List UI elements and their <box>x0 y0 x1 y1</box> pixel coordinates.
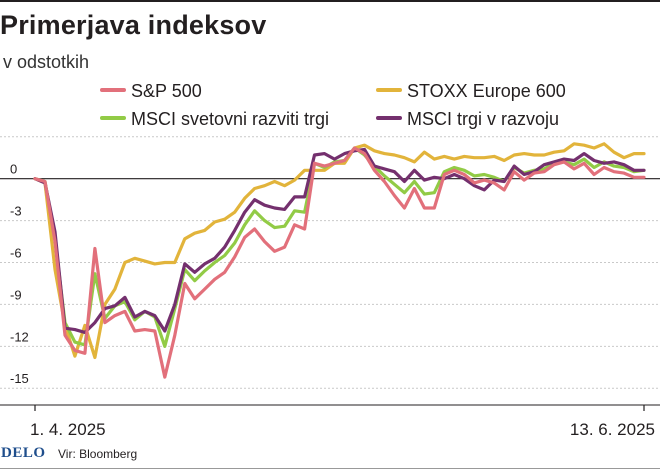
legend-label-msci-developed: MSCI svetovni razviti trgi <box>131 109 329 129</box>
series-line-msci-trgi-v-razvoju <box>33 147 646 334</box>
line-chart: S&P 500 STOXX Europe 600 MSCI svetovni r… <box>0 81 660 439</box>
publisher-logo: DELO <box>1 445 46 461</box>
series-lines <box>33 142 646 379</box>
bottom-rule <box>0 468 660 469</box>
y-tick-label: 0 <box>10 162 17 177</box>
series-line-s-p-500 <box>33 146 646 379</box>
y-axis-tick-labels: 0 -3 -6 -9 -12 -15 <box>10 162 29 387</box>
footer: DELO Vir: Bloomberg <box>0 444 660 466</box>
y-tick-label: -12 <box>10 329 29 344</box>
legend-label-stoxx: STOXX Europe 600 <box>407 81 566 101</box>
source-note: Vir: Bloomberg <box>58 447 138 461</box>
y-tick-label: -15 <box>10 371 29 386</box>
chart-title: Primerjava indeksov <box>0 10 267 40</box>
top-rule <box>0 0 660 2</box>
legend-label-msci-emerging: MSCI trgi v razvoju <box>407 109 559 129</box>
grid-lines <box>0 136 660 389</box>
x-axis-ticks: 1. 4. 2025 13. 6. 2025 <box>30 405 655 439</box>
x-tick-label: 1. 4. 2025 <box>30 420 106 439</box>
y-tick-label: -6 <box>10 246 22 261</box>
series-line-stoxx-europe-600 <box>33 142 646 360</box>
x-tick-label: 13. 6. 2025 <box>570 420 655 439</box>
chart-subtitle: v odstotkih <box>3 52 90 72</box>
legend: S&P 500 STOXX Europe 600 MSCI svetovni r… <box>100 81 566 129</box>
legend-label-sp500: S&P 500 <box>131 81 202 101</box>
y-tick-label: -9 <box>10 287 22 302</box>
y-tick-label: -3 <box>10 204 22 219</box>
